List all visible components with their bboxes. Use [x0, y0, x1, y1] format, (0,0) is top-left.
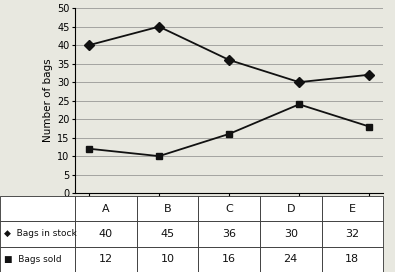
Bar — [0, 196, 75, 221]
Bar — [0, 247, 75, 272]
Text: 24: 24 — [284, 254, 298, 264]
Bar — [0, 221, 75, 247]
Bar — [322, 247, 383, 272]
Bar — [198, 196, 260, 221]
Bar — [198, 247, 260, 272]
Y-axis label: Number of bags: Number of bags — [43, 59, 53, 143]
Text: 16: 16 — [222, 254, 236, 264]
Text: 12: 12 — [99, 254, 113, 264]
Bar — [198, 221, 260, 247]
Bar — [75, 221, 137, 247]
Bar — [322, 221, 383, 247]
Bar — [260, 221, 322, 247]
Text: 10: 10 — [160, 254, 175, 264]
Text: 18: 18 — [345, 254, 359, 264]
Bar — [137, 247, 198, 272]
Bar — [322, 196, 383, 221]
Bar — [137, 196, 198, 221]
Bar — [75, 196, 137, 221]
Text: C: C — [225, 203, 233, 214]
Bar — [75, 247, 137, 272]
Text: E: E — [349, 203, 356, 214]
Bar — [260, 196, 322, 221]
Text: 45: 45 — [160, 229, 175, 239]
Text: 40: 40 — [99, 229, 113, 239]
Text: ◆  Bags in stock: ◆ Bags in stock — [4, 229, 77, 239]
Text: 36: 36 — [222, 229, 236, 239]
Text: 32: 32 — [345, 229, 359, 239]
Text: D: D — [286, 203, 295, 214]
Bar — [137, 221, 198, 247]
Text: ■  Bags sold: ■ Bags sold — [4, 255, 62, 264]
Text: B: B — [164, 203, 171, 214]
Text: A: A — [102, 203, 110, 214]
Bar — [260, 247, 322, 272]
Text: 30: 30 — [284, 229, 298, 239]
